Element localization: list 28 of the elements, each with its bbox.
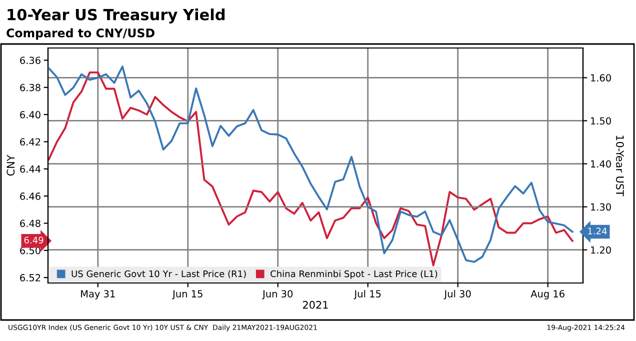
y2-tick-label: 1.60 (591, 74, 611, 82)
chart-subtitle: Compared to CNY/USD (6, 28, 154, 40)
legend-label: China Renminbi Spot - Last Price (L1) (270, 270, 438, 279)
y-tick-label: 6.38 (20, 84, 40, 92)
y-tick-label: 6.42 (20, 138, 40, 146)
y-axis-title: CNY (6, 154, 15, 176)
y2-tick-label: 1.20 (591, 246, 611, 254)
x-tick-label: Jun 30 (262, 290, 293, 300)
y-tick-label: 6.44 (20, 165, 41, 173)
y-tick-label: 6.52 (20, 274, 40, 282)
x-tick-label: Jul 15 (354, 290, 381, 300)
y2-tick-label: 1.30 (591, 203, 611, 211)
y-tick-label: 6.46 (20, 192, 40, 200)
y2-tick-label: 1.50 (591, 117, 611, 125)
y-tick-label: 6.40 (20, 111, 40, 118)
x-tick-label: Jul 30 (444, 290, 471, 300)
text: 6.49 (24, 236, 44, 244)
x-axis-title: 2021 (303, 300, 328, 309)
data-label: 1.24 (588, 228, 607, 234)
x-tick-label: May 31 (81, 290, 115, 300)
y-tick-label: 6.48 (20, 220, 40, 228)
chart-title: 10-Year US Treasury Yield (8, 8, 225, 24)
x-tick-label: Jun 15 (172, 290, 202, 300)
legend-label: US Generic Govt 10 Yr - Last Price (R1) (72, 270, 246, 278)
y2-axis-title: 10-Year UST (616, 136, 624, 196)
y-tick-label: 6.36 (20, 56, 40, 64)
y2-tick-label: 1.40 (591, 160, 611, 168)
x-tick-label: Aug 16 (530, 290, 564, 300)
